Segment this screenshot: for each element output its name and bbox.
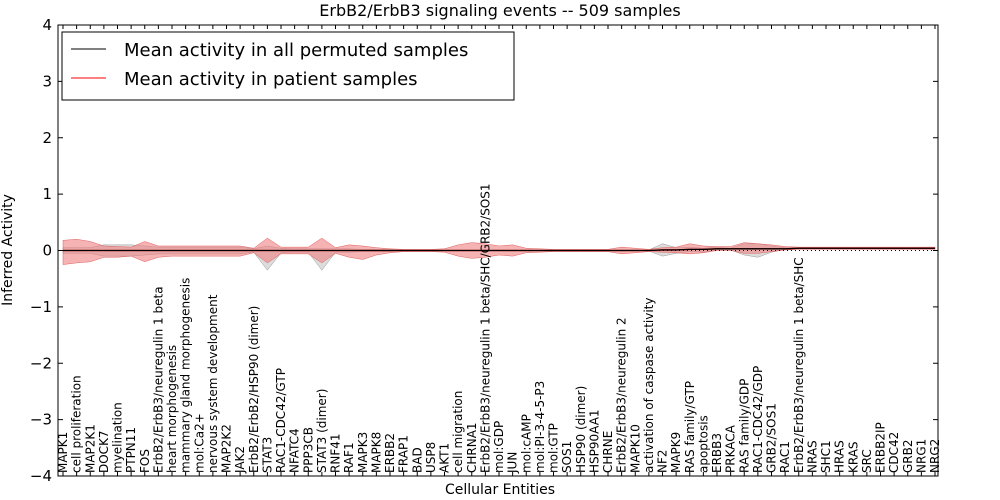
x-tick-label: HSP90 (dimer) [574,386,588,473]
x-tick-label: apoptosis [696,415,710,473]
x-tick-label: HRAS [833,440,847,473]
x-tick-label: RAF1 [342,442,356,473]
x-tick-label: NF2 [656,449,670,473]
x-tick-label: FRAP1 [397,435,411,473]
x-tick-label: RAC1 [778,441,792,473]
x-tick-label: SRC [860,449,874,473]
x-tick-label: MAPK10 [628,424,642,473]
x-tick-label: FOS [138,449,152,473]
y-tick-label: 0 [42,242,52,260]
x-tick-label: RNF41 [329,434,343,474]
chart-title: ErbB2/ErbB3 signaling events -- 509 samp… [319,1,680,20]
x-tick-label: NRAS [805,440,819,473]
x-tick-label: ErbB2/ErbB2/HSP90 (dimer) [247,306,261,473]
x-tick-label: heart morphogenesis [165,345,179,473]
x-tick-label: CHRNA1 [465,422,479,473]
x-tick-label: ErbB2/ErbB3/neuregulin 1 beta/SHC [792,257,806,473]
x-tick-label: ErbB2/ErbB3/neuregulin 2 [615,317,629,473]
x-tick-label: mol:PI-3-4-5-P3 [533,381,547,473]
x-tick-label: BAD [410,447,424,473]
x-tick-label: JAK2 [233,446,247,474]
legend-label-permuted: Mean activity in all permuted samples [124,40,468,61]
x-tick-label: JUN [506,452,520,474]
y-axis-ticks: −4 −3 −2 −1 0 1 2 3 4 [30,16,938,485]
line-permuted [63,247,935,252]
legend: Mean activity in all permuted samples Me… [61,31,515,101]
x-tick-label: PRKACA [724,424,738,473]
x-axis-label: Cellular Entities [445,482,555,498]
x-tick-label: HSP90AA1 [587,409,601,473]
band-patient [62,237,936,265]
x-tick-label: MAP2K2 [220,424,234,473]
y-axis-label: Inferred Activity [0,194,16,306]
x-tick-label: MAPK1 [56,432,70,473]
x-tick-label: mol:cAMP [519,414,533,473]
x-tick-label: SOS1 [560,441,574,473]
x-tick-label: SHC1 [819,440,833,473]
x-tick-label: ERBB2 [383,433,397,473]
x-tick-label: cell migration [451,391,465,473]
y-tick-label: 3 [42,72,52,90]
x-tick-label: ERBB3 [710,433,724,473]
y-tick-label: −2 [30,354,52,372]
y-tick-label: −3 [30,411,52,429]
x-tick-label: mol:GDP [492,421,506,473]
x-tick-label: DOCK7 [97,430,111,473]
x-tick-label: activation of caspase activity [642,298,656,473]
x-tick-label: KRAS [846,441,860,473]
x-tick-label: STAT3 [260,437,274,473]
legend-label-patient: Mean activity in patient samples [124,69,418,90]
x-tick-label: mammary gland morphogenesis [179,278,193,473]
y-tick-label: −4 [30,467,52,485]
x-tick-label: NRG1 [914,439,928,473]
x-tick-label: RAS family/GTP [683,381,697,473]
y-tick-label: −1 [30,298,52,316]
x-tick-label: NRG2 [928,439,942,473]
x-tick-label: CDC42 [887,432,901,473]
x-tick-label: MAPK3 [356,432,370,473]
x-tick-label: ErbB2/ErbB3/neuregulin 1 beta [151,286,165,473]
x-tick-label: USP8 [424,442,438,473]
x-tick-label: MAPK8 [369,432,383,473]
y-tick-label: 1 [42,185,52,203]
x-tick-label: GRB2/SOS1 [765,403,779,473]
y-tick-label: 2 [42,129,52,147]
x-tick-label: MAP2K1 [83,424,97,473]
x-tick-label: cell proliferation [70,375,84,473]
x-tick-label: MAPK9 [669,432,683,473]
series-lines [63,247,935,252]
x-tick-label: GRB2 [901,439,915,473]
x-tick-label: CHRNE [601,431,615,473]
x-tick-label: PPP3CB [301,427,315,473]
x-tick-label: mol:Ca2+ [192,413,206,473]
x-tick-label: RAC1-CDC42/GDP [751,366,765,473]
x-tick-label: ErbB2/ErbB3/neuregulin 1 beta/SHC/GRB2/S… [478,183,492,473]
legend-box [61,31,515,101]
x-tick-label: RAC1-CDC42/GTP [274,368,288,473]
x-tick-label: NFATC4 [288,428,302,473]
x-tick-label: myelination [111,402,125,473]
x-tick-label: ERBB2IP [874,422,888,473]
x-tick-label: PTPN11 [124,427,138,473]
x-tick-label: mol:GTP [547,423,561,473]
y-tick-label: 4 [42,16,52,34]
x-tick-label: STAT3 (dimer) [315,389,329,473]
x-tick-label: AKT1 [438,443,452,473]
x-axis-ticks: MAPK1 cell proliferation MAP2K1 DOCK7 myelin… [56,25,942,476]
x-tick-label: RAS family/GDP [737,379,751,473]
x-tick-label: nervous system development [206,294,220,473]
